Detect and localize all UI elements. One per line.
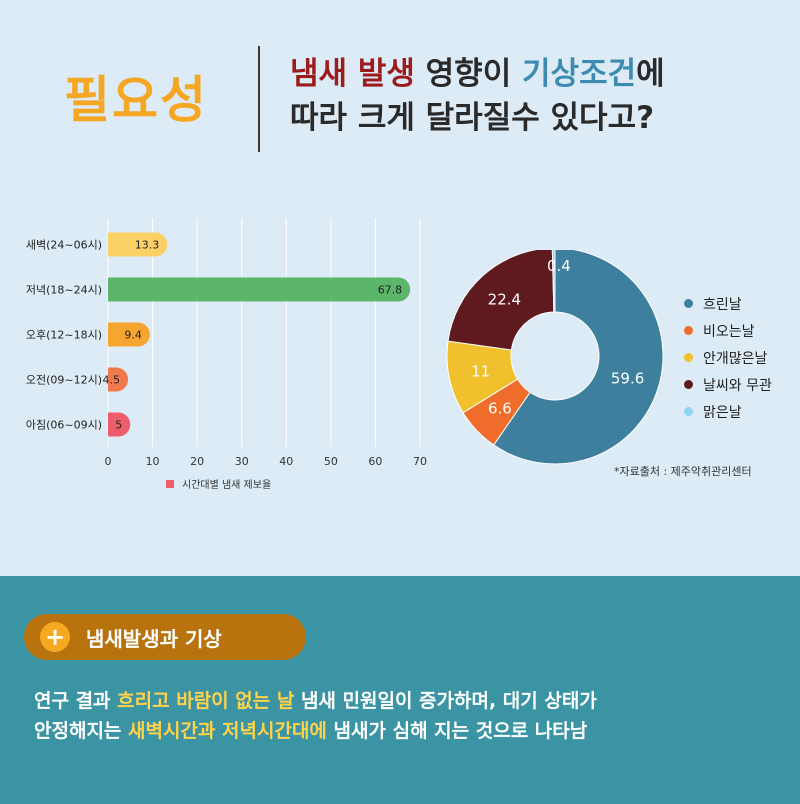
donut-value-label: 0.4 [547, 257, 571, 275]
legend-label: 날씨와 무관 [703, 377, 772, 394]
legend-swatch [684, 326, 693, 335]
legend-item: 비오는날 [684, 317, 772, 344]
bar [108, 367, 129, 392]
plus-icon: + [40, 622, 70, 652]
donut-slice [551, 250, 556, 313]
x-tick-label: 30 [235, 455, 249, 468]
legend-label: 안개많은날 [703, 350, 768, 367]
need-title: 필요성 [64, 71, 208, 129]
body-l2a: 안정해지는 [34, 720, 129, 742]
top-section: 필요성 냄새 발생 영향이 기상조건에 따라 크게 달라질수 있다고? 0 10 2… [25, 46, 772, 491]
legend-swatch [684, 380, 693, 389]
body-line1: 연구 결과 흐리고 바람이 없는 날 냄새 민원일이 증가하며, 대기 상태가 [34, 686, 794, 716]
headline-red: 냄새 발생 [290, 56, 415, 92]
headline-line2: 따라 크게 달라질수 있다고? [290, 100, 655, 136]
x-tick-label: 0 [105, 455, 112, 468]
bar-value-label: 5 [115, 419, 122, 432]
donut-slice [447, 250, 555, 351]
legend-label: 비오는날 [703, 323, 755, 340]
body-l1c: 냄새 민원일이 증가하며, 대기 상태가 [294, 690, 597, 712]
bar-chart: 0 10 20 30 40 50 60 70 새벽(24~06시) 13.3 저녁(18~24시) 6… [26, 218, 427, 491]
body-l1a: 연구 결과 [34, 690, 118, 712]
category-label: 오후(12~18시) [26, 329, 102, 342]
legend-swatch [684, 353, 693, 362]
body-l2b: 새벽시간과 저녁시간대에 [128, 720, 327, 742]
body-text: 연구 결과 흐리고 바람이 없는 날 냄새 민원일이 증가하며, 대기 상태가 … [34, 686, 794, 746]
bar [108, 412, 131, 437]
bar-value-label: 4.5 [103, 374, 121, 387]
donut-value-label: 22.4 [488, 290, 521, 308]
bar [108, 232, 168, 257]
category-label: 아침(06~09시) [26, 419, 102, 432]
body-l2c: 냄새가 심해 지는 것으로 나타남 [326, 720, 588, 742]
legend-label: 흐린날 [703, 296, 742, 313]
source-note: *자료출처 : 제주악취관리센터 [614, 465, 752, 478]
x-tick-label: 40 [279, 455, 293, 468]
donut-chart: 59.6 6.6 11 22.4 0.4 [446, 250, 664, 465]
bar-legend-label: 시간대별 냄새 제보율 [182, 479, 271, 491]
category-label: 오전(09~12시) [26, 374, 102, 387]
divider [258, 46, 260, 152]
legend-item: 날씨와 무관 [684, 371, 772, 398]
bar-value-label: 13.3 [135, 239, 160, 252]
donut-value-label: 6.6 [488, 399, 512, 417]
legend-item: 흐린날 [684, 290, 772, 317]
headline: 냄새 발생 영향이 기상조건에 따라 크게 달라질수 있다고? [290, 52, 665, 140]
category-label: 저녁(18~24시) [26, 284, 102, 297]
x-tick-label: 70 [413, 455, 427, 468]
x-tick-label: 60 [368, 455, 382, 468]
body-line2: 안정해지는 새벽시간과 저녁시간대에 냄새가 심해 지는 것으로 나타남 [34, 716, 794, 746]
legend-label: 맑은날 [703, 404, 742, 421]
category-label: 새벽(24~06시) [26, 239, 102, 252]
x-tick-label: 10 [146, 455, 160, 468]
legend-item: 안개많은날 [684, 344, 772, 371]
donut-value-label: 11 [471, 363, 490, 381]
donut-slice [493, 250, 664, 465]
donut-value-label: 59.6 [611, 370, 644, 388]
body-l1b: 흐리고 바람이 없는 날 [117, 690, 295, 712]
bar-legend-swatch [166, 480, 174, 488]
legend-swatch [684, 299, 693, 308]
bar [108, 277, 411, 302]
x-tick-label: 50 [324, 455, 338, 468]
bar [108, 322, 150, 347]
bar-value-label: 9.4 [124, 329, 142, 342]
bar-value-label: 67.8 [378, 284, 403, 297]
headline-line1: 냄새 발생 영향이 기상조건에 [290, 52, 665, 96]
section-pill: + 냄새발생과 기상 [24, 614, 306, 660]
bottom-section: + 냄새발생과 기상 연구 결과 흐리고 바람이 없는 날 냄새 민원일이 증가… [0, 576, 800, 804]
headline-mid: 영향이 [414, 56, 523, 92]
headline-blue: 기상조건 [522, 56, 637, 92]
section-title: 냄새발생과 기상 [86, 626, 222, 651]
headline-end: 에 [636, 56, 665, 92]
legend-swatch [684, 407, 693, 416]
legend-item: 맑은날 [684, 398, 772, 425]
x-tick-label: 20 [190, 455, 204, 468]
